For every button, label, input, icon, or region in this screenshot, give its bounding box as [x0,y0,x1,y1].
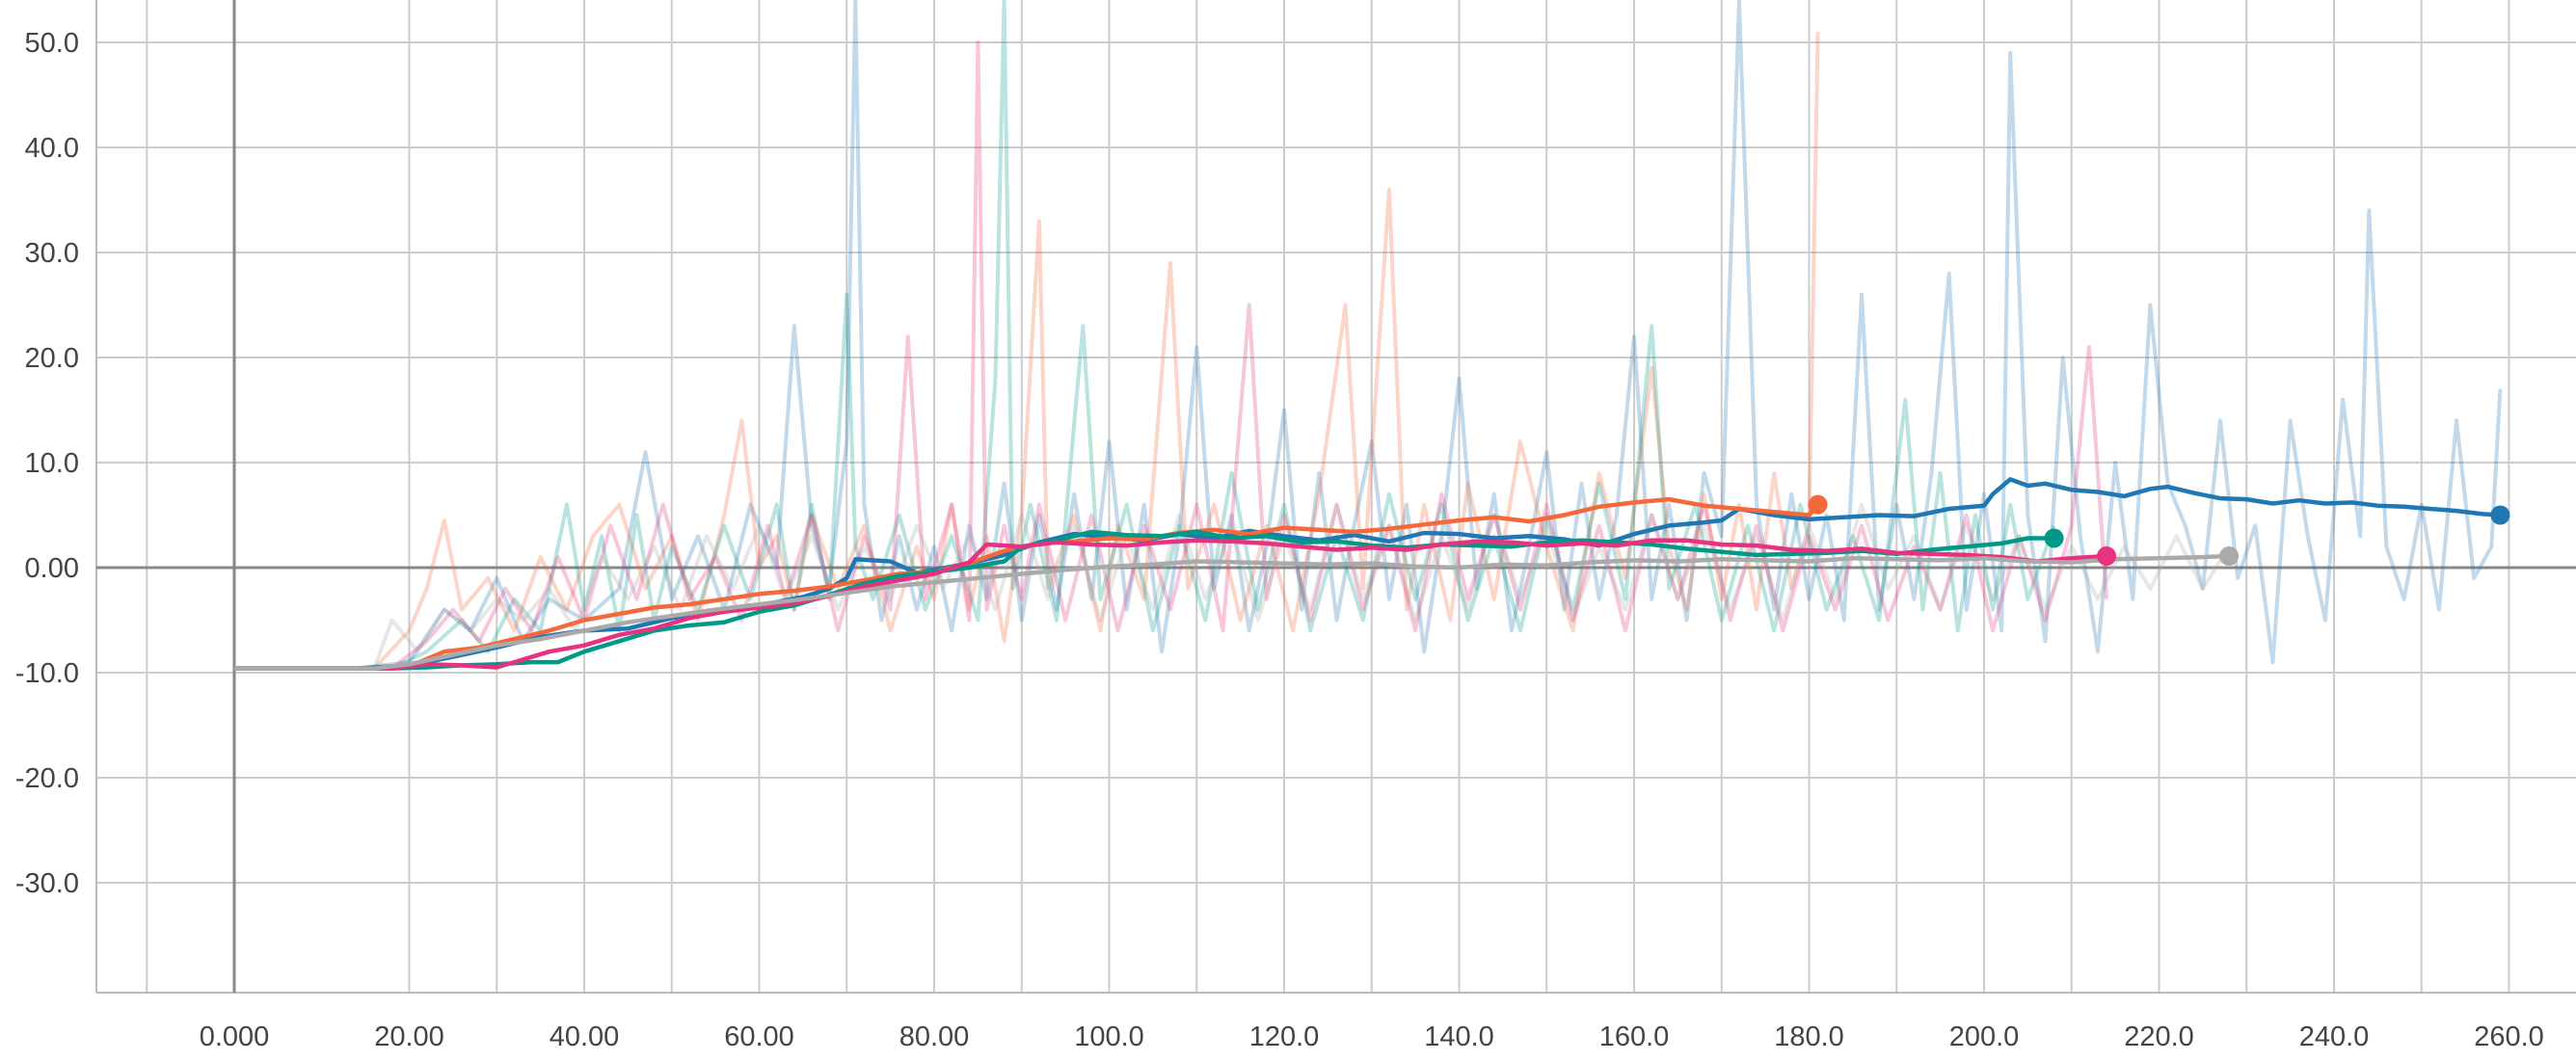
series-1-smoothed-line [234,496,1820,671]
y-tick-label: 0.00 [25,553,79,584]
y-tick-label: 10.0 [25,448,79,479]
series-0-end-marker[interactable] [2490,505,2510,525]
x-tick-label: 60.00 [724,1022,794,1052]
x-tick-label: 220.0 [2124,1022,2194,1052]
y-tick-label: 50.0 [25,28,79,59]
x-tick-label: 260.0 [2474,1022,2544,1052]
x-tick-label: 200.0 [1949,1022,2020,1052]
series-2-end-marker[interactable] [2044,528,2064,548]
y-tick-labels: 50.0 40.0 30.0 20.0 10.0 0.00 -10.0 -20.0 -30.0 [15,28,79,899]
x-tick-label: 100.0 [1074,1022,1144,1052]
x-tick-label: 80.00 [899,1022,970,1052]
y-tick-label: 20.0 [25,343,79,374]
series-end-markers [1808,494,2510,567]
y-tick-label: 40.0 [25,133,79,164]
smoothed-series-lines [234,477,2501,671]
series-2-smoothed-line [234,529,2054,671]
x-tick-labels: 0.000 20.00 40.00 60.00 80.00 100.0 120.0 140.0… [200,1022,2544,1052]
series-4-smoothed-line [234,553,2230,671]
y-tick-label: -10.0 [15,658,79,689]
series-0-raw-line [234,0,2503,671]
x-tick-label: 20.00 [374,1022,444,1052]
x-tick-label: 40.00 [550,1022,620,1052]
x-tick-label: 160.0 [1599,1022,1670,1052]
gridlines [96,0,2576,993]
x-tick-label: 180.0 [1774,1022,1844,1052]
series-3-smoothed-line [234,538,2107,671]
axes [95,0,2576,994]
y-tick-label: -20.0 [15,763,79,794]
series-3-end-marker[interactable] [2097,546,2117,567]
x-tick-label: 0.000 [200,1022,270,1052]
x-tick-label: 140.0 [1424,1022,1494,1052]
y-tick-label: 30.0 [25,238,79,269]
x-tick-label: 240.0 [2299,1022,2370,1052]
y-tick-label: -30.0 [15,868,79,899]
series-4-end-marker[interactable] [2219,546,2240,567]
series-1-end-marker[interactable] [1808,494,1828,515]
x-tick-label: 120.0 [1249,1022,1320,1052]
